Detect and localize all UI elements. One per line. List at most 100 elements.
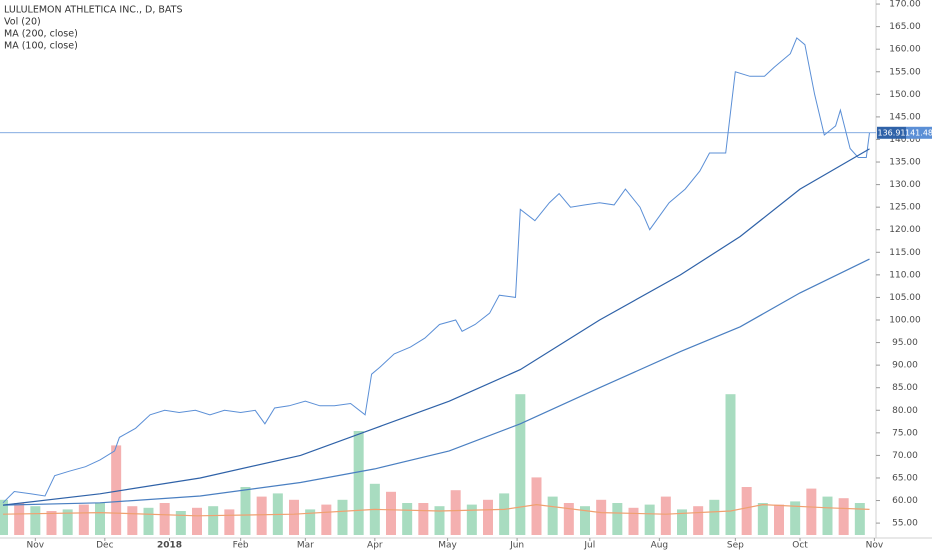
x-tick-label: Feb <box>233 541 249 550</box>
y-tick-label: 85.00 <box>892 383 918 393</box>
y-tick-label: 80.00 <box>892 406 918 416</box>
x-tick-label: Apr <box>367 541 383 550</box>
y-tick-label: 135.00 <box>889 158 921 168</box>
legend-item: LULULEMON ATHLETICA INC., D, BATS <box>4 5 182 16</box>
y-tick-label: 90.00 <box>892 361 918 371</box>
legend-item: MA (100, close) <box>4 41 78 52</box>
y-tick-label: 55.00 <box>892 519 918 529</box>
volume-bar <box>725 394 736 535</box>
y-tick-label: 145.00 <box>889 112 921 122</box>
y-tick-label: 130.00 <box>889 180 921 190</box>
volume-ma-line <box>2 503 870 517</box>
volume-bar <box>709 499 720 535</box>
volume-bar <box>30 506 41 535</box>
volume-bar <box>596 499 607 535</box>
volume-bar <box>192 507 202 535</box>
volume-bar <box>0 499 8 535</box>
volume-bar <box>693 506 704 535</box>
volume-bar <box>806 488 817 535</box>
volume-bar <box>499 493 510 535</box>
volume-bar <box>854 503 865 535</box>
y-tick-label: 125.00 <box>889 203 921 213</box>
y-tick-label: 120.00 <box>889 225 921 235</box>
volume-bar <box>660 496 671 535</box>
y-tick-label: 170.00 <box>889 0 921 10</box>
y-tick-label: 165.00 <box>889 22 921 32</box>
series-line <box>2 37 870 504</box>
volume-bar <box>256 496 267 535</box>
y-tick-label: 160.00 <box>889 45 921 55</box>
x-tick-label: Nov <box>27 541 45 550</box>
volume-bar <box>386 491 396 535</box>
x-tick-label: 2018 <box>157 541 182 550</box>
volume-bar <box>95 503 105 535</box>
y-tick-label: 105.00 <box>889 293 921 303</box>
volume-bar <box>466 504 477 535</box>
volume-bar <box>175 511 186 535</box>
volume-bar <box>353 431 364 535</box>
ma-label: 136.91 <box>878 128 906 137</box>
series-line <box>2 258 870 506</box>
volume-bar <box>62 509 73 535</box>
y-tick-label: 75.00 <box>892 428 918 438</box>
volume-bar <box>289 499 299 535</box>
volume-bar <box>305 509 316 535</box>
volume-bar <box>483 499 493 535</box>
y-tick-label: 70.00 <box>892 451 918 461</box>
volume-bar <box>790 501 801 535</box>
legend-item: Vol (20) <box>4 17 41 28</box>
volume-bar <box>612 503 623 535</box>
volume-bar <box>822 496 833 535</box>
volume-bar <box>628 507 639 535</box>
volume-bar <box>757 503 768 535</box>
y-tick-label: 65.00 <box>892 473 918 483</box>
price-label: 141.48 <box>905 128 932 137</box>
x-tick-label: Oct <box>792 541 808 550</box>
series-line <box>2 148 870 506</box>
volume-bar <box>450 490 461 535</box>
volume-bar <box>14 503 25 535</box>
x-tick-label: Sep <box>727 541 744 550</box>
y-tick-label: 155.00 <box>889 67 921 77</box>
volume-bar <box>111 445 122 535</box>
y-tick-label: 95.00 <box>892 338 918 348</box>
volume-bar <box>143 507 154 535</box>
volume-bar <box>677 509 687 535</box>
x-tick-label: May <box>438 541 457 550</box>
x-tick-label: Dec <box>96 541 113 550</box>
volume-bar <box>321 504 332 535</box>
volume-bar <box>240 487 251 535</box>
x-tick-label: Aug <box>651 541 669 550</box>
volume-bar <box>547 496 558 535</box>
x-tick-label: Nov <box>866 541 884 550</box>
y-tick-label: 115.00 <box>889 248 921 258</box>
volume-bar <box>337 499 348 535</box>
volume-bar <box>224 509 235 535</box>
y-tick-label: 140.00 <box>889 135 921 145</box>
y-tick-label: 110.00 <box>889 270 921 280</box>
x-tick-label: Jun <box>509 541 524 550</box>
volume-bar <box>580 506 590 535</box>
volume-bar <box>838 498 849 535</box>
volume-bar <box>531 477 542 535</box>
volume-bar <box>127 506 138 535</box>
volume-bar <box>644 504 655 535</box>
legend-item: MA (200, close) <box>4 29 78 40</box>
volume-bar <box>563 503 574 535</box>
y-tick-label: 100.00 <box>889 316 921 326</box>
y-tick-label: 150.00 <box>889 90 921 100</box>
y-tick-label: 60.00 <box>892 496 918 506</box>
volume-bar <box>159 503 170 535</box>
volume-bar <box>515 394 526 535</box>
volume-bar <box>46 511 57 535</box>
price-label-box <box>906 126 932 139</box>
volume-bar <box>78 504 89 535</box>
volume-bar <box>402 503 413 535</box>
volume-bar <box>434 506 445 535</box>
x-tick-label: Mar <box>297 541 314 550</box>
volume-bar <box>741 487 752 535</box>
volume-bar <box>774 504 784 535</box>
